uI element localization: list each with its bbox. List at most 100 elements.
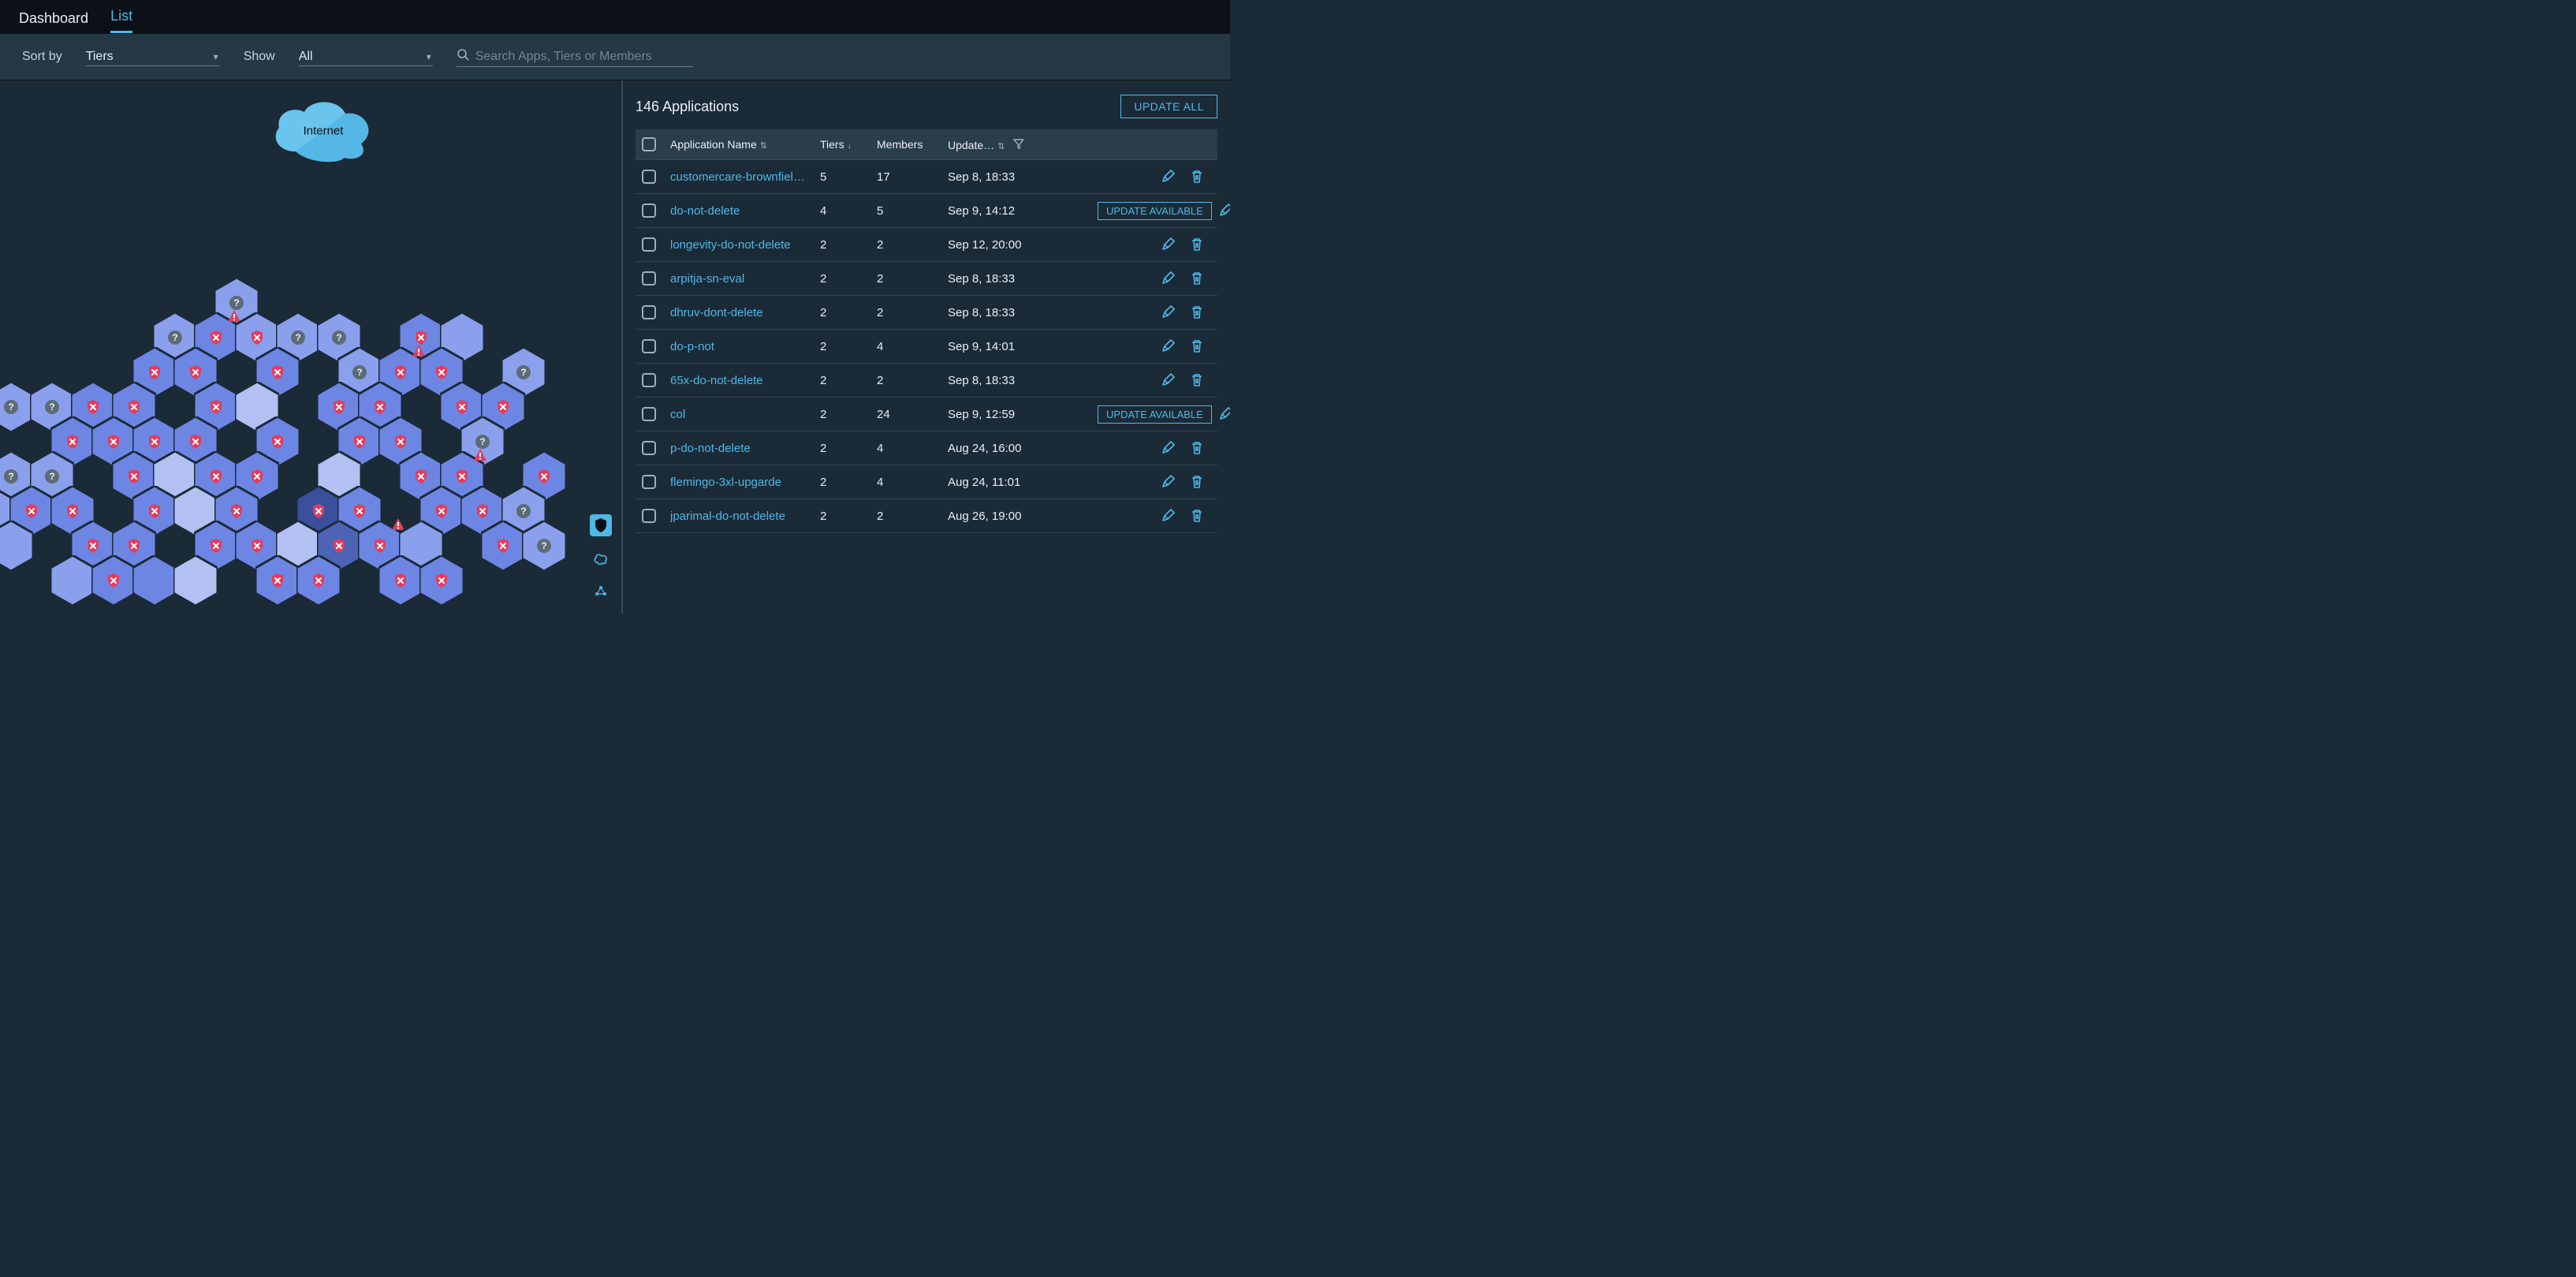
row-checkbox[interactable] xyxy=(642,475,656,489)
search-input[interactable] xyxy=(475,50,693,64)
app-name-link[interactable]: do-not-delete xyxy=(670,204,820,218)
app-name-link[interactable]: customercare-brownfiel… xyxy=(670,170,820,184)
table-row: longevity-do-not-delete22Sep 12, 20:00 xyxy=(636,228,1217,262)
row-checkbox[interactable] xyxy=(642,339,656,353)
delete-button[interactable] xyxy=(1183,441,1211,455)
table-row: flemingo-3xl-upgarde24Aug 24, 11:01 xyxy=(636,465,1217,499)
edit-button[interactable] xyxy=(1212,407,1230,421)
sort-by-select[interactable]: Tiers ▾ xyxy=(86,48,220,66)
delete-button[interactable] xyxy=(1183,170,1211,184)
row-checkbox[interactable] xyxy=(642,271,656,286)
members-value: 2 xyxy=(877,510,948,523)
col-name[interactable]: Application Name⇅ xyxy=(670,138,820,151)
row-checkbox[interactable] xyxy=(642,305,656,319)
delete-button[interactable] xyxy=(1183,339,1211,353)
delete-button[interactable] xyxy=(1183,373,1211,387)
updated-value: Sep 8, 18:33 xyxy=(948,170,1098,184)
tab-list[interactable]: List xyxy=(110,8,132,33)
members-value: 2 xyxy=(877,238,948,252)
hex-node[interactable] xyxy=(91,555,136,606)
tiers-value: 2 xyxy=(820,476,877,489)
view-cloud-button[interactable] xyxy=(590,547,612,569)
delete-button[interactable] xyxy=(1183,475,1211,489)
app-name-link[interactable]: p-do-not-delete xyxy=(670,442,820,455)
question-icon: ? xyxy=(45,400,59,414)
col-updated[interactable]: Update…⇅ xyxy=(948,138,1098,151)
col-members[interactable]: Members xyxy=(877,138,948,151)
shield-icon xyxy=(311,503,326,519)
app-name-link[interactable]: col xyxy=(670,408,820,421)
row-checkbox[interactable] xyxy=(642,373,656,387)
hex-node[interactable] xyxy=(481,521,525,571)
hex-node[interactable] xyxy=(50,555,95,606)
shield-icon xyxy=(475,503,490,519)
hex-node[interactable] xyxy=(419,555,464,606)
edit-button[interactable] xyxy=(1154,271,1183,286)
app-name-link[interactable]: do-p-not xyxy=(670,340,820,353)
edit-button[interactable] xyxy=(1154,475,1183,489)
delete-button[interactable] xyxy=(1183,271,1211,286)
row-checkbox[interactable] xyxy=(642,407,656,421)
shield-icon xyxy=(188,434,203,450)
update-all-button[interactable]: UPDATE ALL xyxy=(1120,95,1217,118)
delete-button[interactable] xyxy=(1183,509,1211,523)
select-all-checkbox[interactable] xyxy=(642,137,656,151)
show-value: All xyxy=(299,50,313,63)
top-tabs: Dashboard List xyxy=(0,0,1230,33)
shield-icon xyxy=(373,399,387,415)
hex-node[interactable]: ? xyxy=(522,521,566,571)
edit-button[interactable] xyxy=(1154,441,1183,455)
shield-icon xyxy=(270,364,285,380)
edit-button[interactable] xyxy=(1154,339,1183,353)
question-icon: ? xyxy=(229,296,244,310)
edit-button[interactable] xyxy=(1154,373,1183,387)
tab-dashboard[interactable]: Dashboard xyxy=(19,10,88,33)
view-nodes-button[interactable] xyxy=(590,581,612,603)
app-name-link[interactable]: 65x-do-not-delete xyxy=(670,374,820,387)
app-name-link[interactable]: dhruv-dont-delete xyxy=(670,306,820,319)
filter-icon[interactable] xyxy=(1012,139,1023,151)
hex-node[interactable] xyxy=(173,555,218,606)
hex-node[interactable] xyxy=(0,521,33,571)
hex-node[interactable] xyxy=(255,555,300,606)
table-row: jparimal-do-not-delete22Aug 26, 19:00 xyxy=(636,499,1217,533)
shield-icon xyxy=(106,573,121,588)
hex-node[interactable] xyxy=(378,555,423,606)
row-checkbox[interactable] xyxy=(642,441,656,455)
shield-icon xyxy=(209,399,223,415)
hex-node[interactable] xyxy=(296,555,341,606)
delete-button[interactable] xyxy=(1183,305,1211,319)
hex-node[interactable]: ? xyxy=(0,382,33,432)
col-tiers[interactable]: Tiers↓ xyxy=(820,138,877,151)
row-checkbox[interactable] xyxy=(642,237,656,252)
app-name-link[interactable]: longevity-do-not-delete xyxy=(670,238,820,252)
shield-icon xyxy=(270,434,285,450)
edit-button[interactable] xyxy=(1154,305,1183,319)
shield-icon xyxy=(188,364,203,380)
edit-button[interactable] xyxy=(1154,237,1183,252)
shield-icon xyxy=(393,573,408,588)
app-name-link[interactable]: arpitja-sn-eval xyxy=(670,272,820,286)
row-checkbox[interactable] xyxy=(642,203,656,218)
view-security-button[interactable] xyxy=(590,514,612,536)
update-available-badge[interactable]: UPDATE AVAILABLE xyxy=(1098,405,1212,424)
shield-icon xyxy=(352,434,367,450)
edit-button[interactable] xyxy=(1154,509,1183,523)
app-name-link[interactable]: flemingo-3xl-upgarde xyxy=(670,476,820,489)
topology-canvas[interactable]: Internet ????????????? xyxy=(0,80,623,614)
members-value: 2 xyxy=(877,374,948,387)
tiers-value: 2 xyxy=(820,408,877,421)
app-name-link[interactable]: jparimal-do-not-delete xyxy=(670,510,820,523)
shield-icon xyxy=(496,399,510,415)
edit-button[interactable] xyxy=(1212,203,1230,218)
row-checkbox[interactable] xyxy=(642,509,656,523)
row-checkbox[interactable] xyxy=(642,170,656,184)
show-select[interactable]: All ▾ xyxy=(299,48,433,66)
edit-button[interactable] xyxy=(1154,170,1183,184)
shield-icon xyxy=(229,503,244,519)
hex-node[interactable] xyxy=(132,555,177,606)
delete-button[interactable] xyxy=(1183,237,1211,252)
search-field[interactable] xyxy=(457,47,693,67)
shield-icon xyxy=(250,330,264,345)
update-available-badge[interactable]: UPDATE AVAILABLE xyxy=(1098,202,1212,220)
